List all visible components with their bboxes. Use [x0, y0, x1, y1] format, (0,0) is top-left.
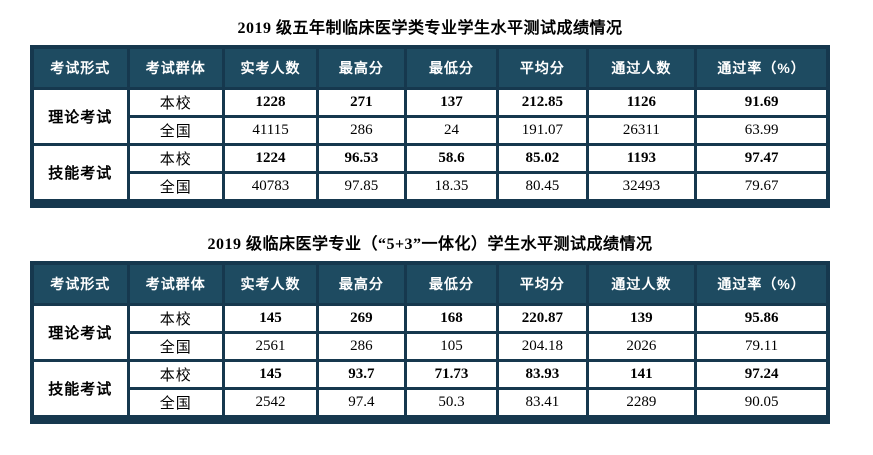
- value-cell: 271: [319, 90, 404, 115]
- value-cell: 50.3: [406, 390, 497, 415]
- value-cell: 40783: [225, 174, 316, 199]
- score-section-five-year: 2019 级五年制临床医学类专业学生水平测试成绩情况 考试形式 考试群体 实考人数最…: [30, 14, 830, 208]
- value-cell: 32493: [588, 174, 695, 199]
- value-cell: 1224: [225, 146, 316, 171]
- value-cell: 18.35: [406, 174, 497, 199]
- value-cell: 95.86: [697, 306, 826, 331]
- table-row: 技能考试 本校 1224 96.53 58.6 85.02 1193 97.47: [34, 146, 826, 199]
- value-cell: 2561: [225, 334, 316, 359]
- value-cell: 85.02: [499, 146, 586, 171]
- value-cell: 24: [406, 118, 497, 143]
- table-row: 全国 41115 286 24 191.07 26311 63.99: [34, 118, 826, 143]
- cohort-cell: 本校: [129, 306, 223, 331]
- value-cell: 97.47: [697, 146, 826, 171]
- header-row: 考试形式 考试群体 实考人数 最高分 最低分 平均分 通过人数 通过率（%）: [34, 49, 826, 87]
- value-cell: 79.67: [697, 174, 826, 199]
- cohort-cell: 本校: [129, 90, 223, 115]
- cohort-cell: 本校: [129, 362, 223, 387]
- exam-form-cell: 技能考试: [34, 146, 127, 199]
- value-cell: 93.7: [319, 362, 404, 387]
- value-cell: 71.73: [406, 362, 497, 387]
- column-header: 通过人数: [588, 49, 695, 87]
- column-header: 最高分: [319, 49, 404, 87]
- value-cell: 105: [406, 334, 497, 359]
- value-cell: 80.45: [499, 174, 586, 199]
- column-header: 通过人数: [588, 265, 695, 303]
- value-cell: 1228: [225, 90, 316, 115]
- table-title: 2019 级临床医学专业（“5+3”一体化）学生水平测试成绩情况: [207, 236, 653, 253]
- value-cell: 1193: [588, 146, 695, 171]
- value-cell: 220.87: [499, 306, 586, 331]
- value-cell: 141: [588, 362, 695, 387]
- cohort-cell: 全国: [129, 334, 223, 359]
- table-row: 理论考试 本校 145 269 168 220.87 139 95.86: [34, 306, 826, 359]
- score-table-5plus3: 考试形式 考试群体 实考人数 最高分 最低分 平均分 通过人数 通过率（%） 理论考试 本校 14…: [30, 261, 830, 424]
- column-header: 通过率（%）: [697, 265, 826, 303]
- value-cell: 2542: [225, 390, 316, 415]
- header-row: 考试形式 考试群体 实考人数 最高分 最低分 平均分 通过人数 通过率（%）: [34, 265, 826, 303]
- value-cell: 145: [225, 362, 316, 387]
- value-cell: 2289: [588, 390, 695, 415]
- value-cell: 2026: [588, 334, 695, 359]
- column-header: 考试形式: [34, 265, 127, 303]
- value-cell: 90.05: [697, 390, 826, 415]
- table-row: 理论考试 本校 1228 271 137 212.85 1126 91.69: [34, 90, 826, 143]
- column-header: 最高分: [319, 265, 404, 303]
- column-header: 考试群体: [129, 265, 223, 303]
- column-header: 通过率（%）: [697, 49, 826, 87]
- value-cell: 286: [319, 334, 404, 359]
- cohort-cell: 全国: [129, 118, 223, 143]
- table-row: 全国 2561 286 105 204.18 2026 79.11: [34, 334, 826, 359]
- score-section-5plus3: 2019 级临床医学专业（“5+3”一体化）学生水平测试成绩情况 考试形式 考试群…: [30, 230, 830, 424]
- value-cell: 26311: [588, 118, 695, 143]
- cohort-cell: 全国: [129, 390, 223, 415]
- value-cell: 79.11: [697, 334, 826, 359]
- cohort-cell: 全国: [129, 174, 223, 199]
- value-cell: 286: [319, 118, 404, 143]
- value-cell: 83.41: [499, 390, 586, 415]
- value-cell: 191.07: [499, 118, 586, 143]
- value-cell: 63.99: [697, 118, 826, 143]
- value-cell: 1126: [588, 90, 695, 115]
- value-cell: 204.18: [499, 334, 586, 359]
- column-header: 考试形式: [34, 49, 127, 87]
- column-header: 最低分: [406, 265, 497, 303]
- value-cell: 83.93: [499, 362, 586, 387]
- value-cell: 137: [406, 90, 497, 115]
- table-row: 全国 2542 97.4 50.3 83.41 2289 90.05: [34, 390, 826, 415]
- column-header: 最低分: [406, 49, 497, 87]
- value-cell: 145: [225, 306, 316, 331]
- column-header: 实考人数: [225, 265, 316, 303]
- value-cell: 97.24: [697, 362, 826, 387]
- exam-form-cell: 理论考试: [34, 90, 127, 143]
- table-title: 2019 级五年制临床医学类专业学生水平测试成绩情况: [237, 20, 623, 37]
- value-cell: 96.53: [319, 146, 404, 171]
- column-header: 平均分: [499, 49, 586, 87]
- column-header: 实考人数: [225, 49, 316, 87]
- exam-form-cell: 理论考试: [34, 306, 127, 359]
- exam-form-cell: 技能考试: [34, 362, 127, 415]
- value-cell: 97.85: [319, 174, 404, 199]
- value-cell: 139: [588, 306, 695, 331]
- column-header: 考试群体: [129, 49, 223, 87]
- value-cell: 91.69: [697, 90, 826, 115]
- table-row: 全国 40783 97.85 18.35 80.45 32493 79.67: [34, 174, 826, 199]
- column-header: 平均分: [499, 265, 586, 303]
- cohort-cell: 本校: [129, 146, 223, 171]
- value-cell: 212.85: [499, 90, 586, 115]
- table-row: 技能考试 本校 145 93.7 71.73 83.93 141 97.24: [34, 362, 826, 415]
- value-cell: 269: [319, 306, 404, 331]
- value-cell: 58.6: [406, 146, 497, 171]
- score-table-five-year: 考试形式 考试群体 实考人数 最高分 最低分 平均分 通过人数 通过率（%） 理论考试 本校 12…: [30, 45, 830, 208]
- value-cell: 97.4: [319, 390, 404, 415]
- value-cell: 168: [406, 306, 497, 331]
- value-cell: 41115: [225, 118, 316, 143]
